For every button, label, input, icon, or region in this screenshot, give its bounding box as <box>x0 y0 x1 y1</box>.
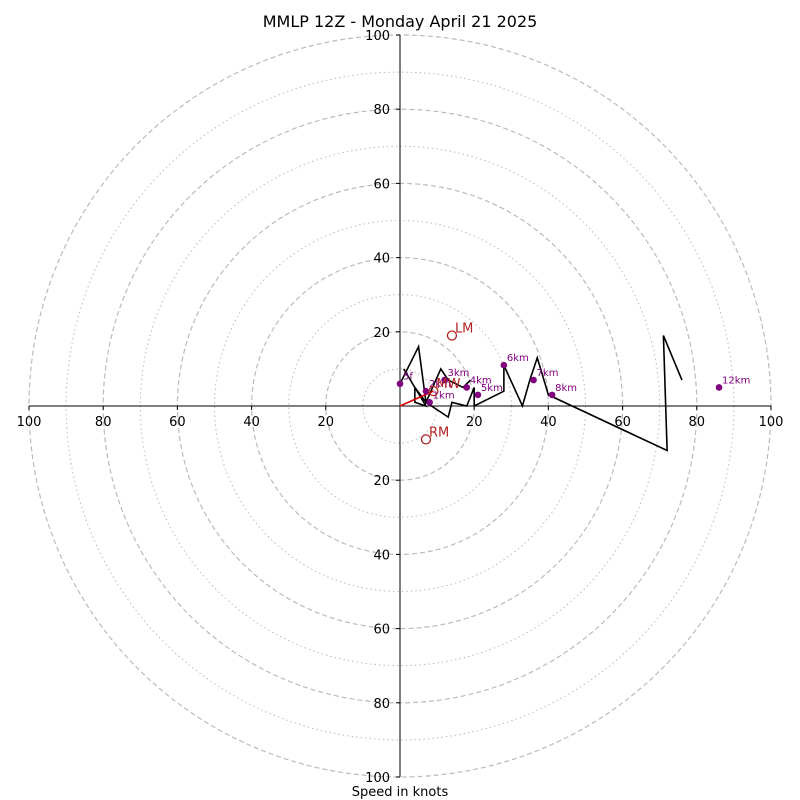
y-tick-label: 80 <box>373 103 390 118</box>
height-marker <box>422 387 430 395</box>
storm-motion-marker <box>428 386 439 397</box>
height-marker <box>500 361 508 369</box>
x-tick-label: 40 <box>243 415 260 430</box>
storm-motion-marker <box>420 434 432 445</box>
y-tick-label: 40 <box>373 548 390 563</box>
storm-motion-label: MW <box>436 377 460 392</box>
y-tick-label: 100 <box>365 29 390 44</box>
y-tick-label: 40 <box>373 252 390 267</box>
storm-motion-label: LM <box>455 322 473 337</box>
height-marker <box>396 380 404 388</box>
height-marker <box>715 384 723 391</box>
hodograph-line <box>403 335 683 452</box>
height-label: 3km <box>448 368 470 379</box>
height-label: 7km <box>537 368 559 379</box>
storm-motion-label: RM <box>429 425 449 440</box>
x-tick-label: 100 <box>17 415 42 430</box>
height-label: 1km <box>433 390 455 401</box>
y-tick-label: 80 <box>373 697 390 712</box>
height-label: 2km <box>429 379 451 390</box>
x-tick-label: 60 <box>614 415 631 430</box>
y-tick-label: 100 <box>365 771 390 786</box>
height-label: 12km <box>722 375 750 386</box>
height-label: 5f <box>403 372 413 383</box>
y-tick-label: 20 <box>373 474 390 489</box>
height-marker <box>463 384 471 391</box>
y-tick-label: 60 <box>373 177 390 192</box>
chart-title: MMLP 12Z - Monday April 21 2025 <box>263 12 538 31</box>
storm-motion-marker <box>446 330 458 341</box>
y-tick-label: 20 <box>373 326 390 341</box>
x-tick-label: 60 <box>169 415 186 430</box>
x-tick-label: 20 <box>318 415 335 430</box>
height-marker <box>441 376 448 384</box>
height-marker <box>548 391 556 399</box>
height-label: 4km <box>470 375 492 386</box>
tick-labels: 100 100 80 80 60 60 40 40 20 20 20 20 40 40 60 60 80 80 10… <box>17 29 784 786</box>
height-marker <box>474 391 482 399</box>
height-marker <box>530 376 537 384</box>
x-tick-label: 80 <box>95 415 112 430</box>
height-marker <box>426 398 433 406</box>
y-tick-label: 60 <box>373 623 390 638</box>
x-axis-label: Speed in knots <box>352 785 449 800</box>
x-tick-label: 80 <box>689 415 706 430</box>
height-label: 8km <box>555 383 577 394</box>
x-tick-label: 100 <box>759 415 784 430</box>
hodograph-low-level-line <box>399 343 472 406</box>
height-label: 6km <box>507 353 529 364</box>
x-tick-label: 40 <box>540 415 557 430</box>
x-tick-label: 20 <box>466 415 483 430</box>
height-label: 5km <box>481 383 503 394</box>
